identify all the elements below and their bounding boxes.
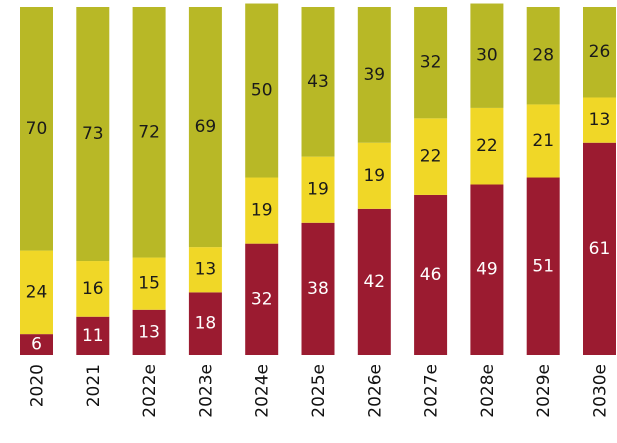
bar-segment-2021-s1 xyxy=(76,261,110,317)
bar-segment-2025e-s2 xyxy=(301,7,335,157)
bar-segment-2028e-s2 xyxy=(470,3,504,108)
data-label-2029e-s1: 21 xyxy=(532,131,554,151)
data-label-2020-s0: 6 xyxy=(31,335,42,355)
x-tick-label-2023e: 2023e xyxy=(196,364,216,418)
data-label-2023e-s0: 18 xyxy=(195,314,217,334)
data-label-2024e-s1: 19 xyxy=(251,201,273,221)
bar-segment-2027e-s0 xyxy=(414,194,448,355)
x-tick-label-2026e: 2026e xyxy=(365,364,385,418)
data-label-2026e-s1: 19 xyxy=(363,166,385,186)
data-labels-group: 6 24 70 11 16 73 13 15 72 18 13 69 32 19 50 38 19 43 42 19 3… xyxy=(26,42,611,354)
data-label-2024e-s2: 50 xyxy=(251,81,273,101)
data-label-2025e-s1: 19 xyxy=(307,180,329,200)
data-label-2020-s1: 24 xyxy=(26,282,48,302)
data-label-2026e-s2: 39 xyxy=(363,65,385,85)
data-label-2027e-s2: 32 xyxy=(420,53,442,73)
data-label-2023e-s1: 13 xyxy=(195,260,217,280)
x-tick-label-2030e: 2030e xyxy=(591,364,611,418)
data-label-2029e-s0: 51 xyxy=(532,256,554,276)
data-label-2024e-s0: 32 xyxy=(251,289,273,309)
bar-segment-2029e-s0 xyxy=(526,177,560,355)
bar-segment-2029e-s2 xyxy=(526,7,560,105)
bar-segment-2027e-s2 xyxy=(414,7,448,119)
data-label-2025e-s2: 43 xyxy=(307,72,329,92)
data-label-2022e-s1: 15 xyxy=(138,274,160,294)
bar-segment-2022e-s0 xyxy=(132,309,166,355)
data-label-2026e-s0: 42 xyxy=(363,272,385,292)
data-label-2021-s2: 73 xyxy=(82,124,104,144)
bar-segment-2027e-s1 xyxy=(414,118,448,195)
data-label-2030e-s1: 13 xyxy=(589,110,611,130)
data-label-2030e-s0: 61 xyxy=(589,239,611,259)
data-label-2023e-s2: 69 xyxy=(195,117,217,137)
bar-segment-2026e-s0 xyxy=(357,208,391,355)
bar-segment-2025e-s0 xyxy=(301,222,335,355)
data-label-2027e-s1: 22 xyxy=(420,147,442,167)
bar-segment-2024e-s2 xyxy=(245,3,279,178)
bar-segment-2021-s0 xyxy=(76,316,110,355)
x-tick-label-2028e: 2028e xyxy=(478,364,498,418)
x-tick-label-2022e: 2022e xyxy=(140,364,160,418)
data-label-2022e-s2: 72 xyxy=(138,122,160,142)
bar-segment-2030e-s0 xyxy=(583,142,616,355)
data-label-2028e-s2: 30 xyxy=(476,46,498,66)
bar-segment-2030e-s2 xyxy=(583,7,616,98)
bar-segment-2020-s0 xyxy=(20,334,53,355)
bar-segment-2029e-s1 xyxy=(526,104,560,178)
bar-segment-2020-s1 xyxy=(20,250,53,335)
bar-segment-2028e-s0 xyxy=(470,184,504,355)
x-tick-label-2025e: 2025e xyxy=(309,364,329,418)
bar-segment-2022e-s2 xyxy=(132,7,166,258)
x-tick-label-2021: 2021 xyxy=(84,364,104,407)
bar-segment-2023e-s0 xyxy=(188,292,222,355)
bar-segment-2021-s2 xyxy=(76,7,110,262)
data-label-2028e-s0: 49 xyxy=(476,260,498,280)
bar-segment-2020-s2 xyxy=(20,7,53,251)
data-label-2027e-s0: 46 xyxy=(420,265,442,285)
bar-segment-2026e-s2 xyxy=(357,7,391,143)
data-label-2021-s0: 11 xyxy=(82,326,104,346)
data-label-2021-s1: 16 xyxy=(82,279,104,299)
bar-segment-2023e-s1 xyxy=(188,247,222,293)
bar-segment-2030e-s1 xyxy=(583,97,616,143)
x-tick-label-2024e: 2024e xyxy=(253,364,273,418)
x-tick-label-2027e: 2027e xyxy=(422,364,442,418)
bar-segment-2024e-s1 xyxy=(245,177,279,244)
data-label-2022e-s0: 13 xyxy=(138,322,160,342)
x-tick-label-2020: 2020 xyxy=(28,364,48,407)
x-tick-label-2029e: 2029e xyxy=(534,364,554,418)
x-tick-labels-group: 2020 2021 2022e 2023e 2024e 2025e 2026e 2027e 20… xyxy=(28,364,611,418)
bar-segment-2024e-s0 xyxy=(245,243,279,355)
data-label-2020-s2: 70 xyxy=(26,119,48,139)
data-label-2030e-s2: 26 xyxy=(589,42,611,62)
bars-group xyxy=(20,3,616,355)
data-label-2028e-s1: 22 xyxy=(476,136,498,156)
bar-segment-2023e-s2 xyxy=(188,7,222,248)
bar-segment-2022e-s1 xyxy=(132,257,166,310)
data-label-2029e-s2: 28 xyxy=(532,46,554,66)
bar-segment-2028e-s1 xyxy=(470,107,504,185)
bar-segment-2025e-s1 xyxy=(301,156,335,223)
bar-segment-2026e-s1 xyxy=(357,142,391,209)
data-label-2025e-s0: 38 xyxy=(307,279,329,299)
